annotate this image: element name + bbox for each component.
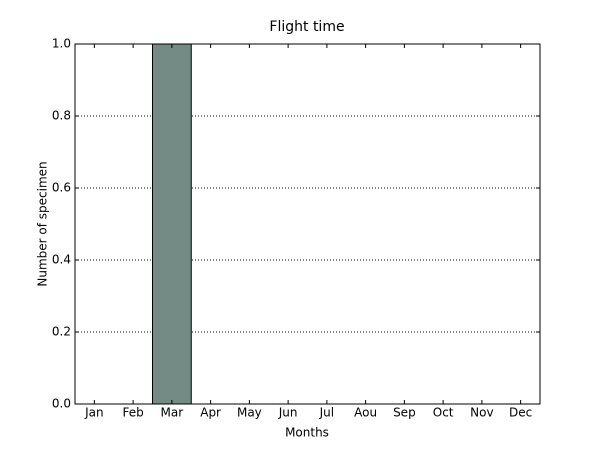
y-tick-label: 0.8 xyxy=(52,109,71,123)
x-tick-label: Mar xyxy=(161,406,184,420)
y-tick-label: 0.4 xyxy=(52,253,71,267)
y-tick-label: 0.2 xyxy=(52,325,71,339)
x-tick-label: Oct xyxy=(433,406,454,420)
plot-frame xyxy=(74,43,541,405)
x-tick-label: Nov xyxy=(470,406,493,420)
y-tick-label: 0.0 xyxy=(52,397,71,411)
x-tick-label: Apr xyxy=(200,406,221,420)
x-axis-label: Months xyxy=(285,426,329,440)
x-tick-label: Jun xyxy=(278,406,298,420)
bar xyxy=(152,43,192,405)
x-tick-label: Jan xyxy=(84,406,104,420)
y-axis-label: Number of specimen xyxy=(36,161,50,286)
x-tick-label: Feb xyxy=(123,406,144,420)
y-tick-label: 0.6 xyxy=(52,181,71,195)
y-tick-label: 1.0 xyxy=(52,37,71,51)
x-tick-label: May xyxy=(237,406,262,420)
chart-title: Flight time xyxy=(269,19,344,35)
x-tick-label: Jul xyxy=(319,406,334,420)
x-tick-label: Dec xyxy=(509,406,532,420)
x-tick-label: Sep xyxy=(393,406,416,420)
x-tick-label: Aou xyxy=(354,406,377,420)
